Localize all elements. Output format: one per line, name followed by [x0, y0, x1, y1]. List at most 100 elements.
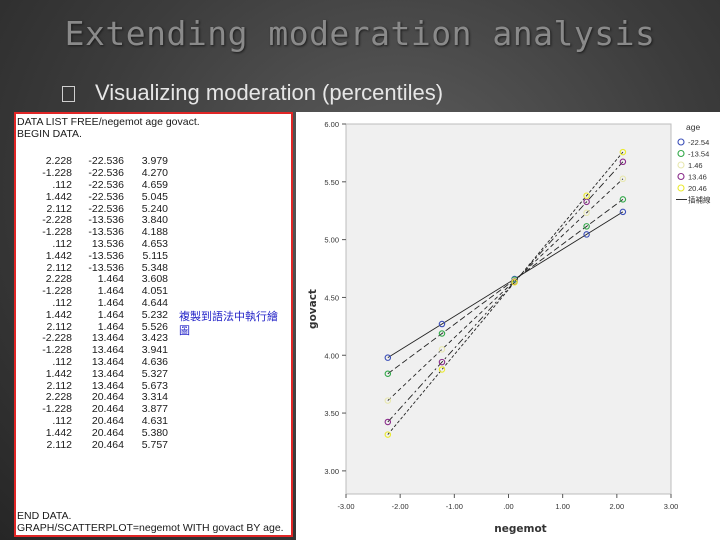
table-cell: .112 — [52, 178, 72, 191]
table-cell: 4.631 — [141, 414, 168, 427]
table-cell: 2.112 — [46, 438, 73, 451]
table-cell: 4.653 — [141, 237, 168, 250]
table-cell: -22.536 — [88, 190, 124, 203]
table-cell: 1.464 — [97, 273, 124, 286]
table-cell: 5.380 — [141, 426, 168, 439]
data-point — [384, 370, 392, 377]
table-row: -1.228 20.464 3.877 — [30, 404, 168, 416]
syntax-header: DATA LIST FREE/negemot age govact. BEGIN… — [17, 116, 200, 140]
data-point — [583, 223, 590, 230]
legend-entry: -13.54 — [688, 150, 709, 159]
table-cell: 1.464 — [97, 296, 124, 309]
table-row: .112 13.464 4.636 — [30, 357, 168, 369]
bullet-item: Visualizing moderation (percentiles) — [62, 80, 443, 106]
table-cell: 1.464 — [97, 308, 124, 321]
table-cell: 5.232 — [141, 308, 168, 321]
data-point — [438, 320, 446, 328]
table-row: -1.228 1.464 4.051 — [30, 286, 168, 298]
table-cell: -22.536 — [88, 178, 124, 191]
table-cell: 20.464 — [91, 438, 124, 451]
data-point — [619, 196, 627, 203]
table-cell: -2.228 — [42, 214, 72, 227]
legend-entry: -22.54 — [688, 138, 709, 147]
table-cell: 2.112 — [46, 320, 73, 333]
table-cell: -1.228 — [42, 403, 72, 416]
legend-marker-icon — [677, 138, 685, 146]
table-cell: -1.228 — [42, 167, 72, 180]
table-cell: -13.536 — [88, 249, 124, 262]
table-cell: 3.423 — [141, 332, 168, 345]
legend-entry: 1.46 — [688, 161, 703, 170]
table-cell: 1.464 — [97, 320, 124, 333]
table-cell: 5.673 — [141, 379, 168, 392]
table-row: -1.228 13.464 3.941 — [30, 345, 168, 357]
table-row: .112 20.464 4.631 — [30, 416, 168, 428]
table-cell: 4.636 — [141, 355, 168, 368]
x-tick-label: 1.00 — [555, 502, 570, 511]
table-cell: 1.442 — [45, 308, 72, 321]
table-cell: 5.526 — [141, 320, 168, 333]
syntax-footer-line-2: GRAPH/SCATTERPLOT=negemot WITH govact BY… — [17, 522, 284, 534]
table-row: 1.442 1.464 5.232 — [30, 309, 168, 321]
data-point — [438, 346, 446, 353]
data-point — [619, 158, 627, 166]
x-tick-label: -2.00 — [392, 502, 409, 511]
data-point — [583, 209, 590, 217]
y-tick-label: 5.00 — [324, 236, 339, 245]
bullet-marker-icon — [62, 86, 75, 103]
table-cell: 13.464 — [91, 355, 124, 368]
table-cell: -22.536 — [88, 155, 124, 168]
data-point — [583, 231, 590, 238]
data-point — [619, 175, 627, 183]
moderation-chart: 3.00 3.50 4.00 4.50 5.00 5.50 6.00 -3.00 -2.00 -1… — [307, 120, 711, 535]
table-cell: -1.228 — [42, 344, 72, 357]
table-row: 2.228 20.464 3.314 — [30, 392, 168, 404]
legend-marker-icon — [677, 161, 685, 169]
table-cell: -13.536 — [88, 226, 124, 239]
table-row: 1.442 -13.536 5.115 — [30, 250, 168, 262]
table-cell: 13.464 — [91, 332, 124, 345]
table-cell: .112 — [52, 296, 72, 309]
table-cell: 13.536 — [91, 237, 124, 250]
table-cell: 4.051 — [141, 285, 168, 298]
data-point — [438, 366, 446, 373]
chart-panel: 3.00 3.50 4.00 4.50 5.00 5.50 6.00 -3.00 -2.00 -1… — [296, 112, 720, 540]
table-cell: 5.327 — [141, 367, 168, 380]
legend-title: age — [686, 122, 700, 132]
plot-area — [345, 123, 672, 495]
data-point — [619, 148, 627, 156]
fit-line — [387, 151, 624, 435]
data-point — [438, 358, 446, 366]
table-cell: 3.608 — [141, 273, 168, 286]
table-cell: 1.442 — [45, 426, 72, 439]
table-cell: 4.270 — [141, 167, 168, 180]
syntax-header-line-1: DATA LIST FREE/negemot age govact. — [17, 116, 200, 128]
table-cell: 2.112 — [46, 202, 73, 215]
legend-entry: 13.46 — [688, 173, 707, 182]
table-cell: 5.115 — [142, 249, 169, 262]
table-cell: -22.536 — [88, 202, 124, 215]
table-cell: -13.536 — [88, 261, 124, 274]
table-cell: 5.348 — [141, 261, 168, 274]
table-cell: .112 — [52, 414, 72, 427]
table-cell: 1.464 — [97, 285, 124, 298]
table-cell: 1.442 — [45, 367, 72, 380]
x-axis-label: negemot — [494, 523, 546, 535]
table-cell: 13.464 — [91, 379, 124, 392]
table-row: 2.112 20.464 5.757 — [30, 438, 169, 451]
table-cell: 4.644 — [141, 296, 168, 309]
data-point — [511, 279, 518, 286]
table-cell: -22.536 — [88, 167, 124, 180]
x-tick-label: -3.00 — [337, 502, 354, 511]
table-row: 2.228 -22.536 3.979 — [30, 156, 168, 168]
data-point — [384, 397, 392, 404]
fit-line — [387, 178, 624, 401]
table-cell: 3.877 — [141, 403, 168, 416]
table-cell: .112 — [52, 237, 72, 250]
table-row: .112 -22.536 4.659 — [30, 180, 168, 192]
y-tick-label: 6.00 — [324, 120, 339, 129]
table-row: -1.228 -13.536 4.188 — [30, 227, 168, 239]
table-cell: 13.464 — [91, 344, 124, 357]
x-tick-label: .00 — [503, 502, 513, 511]
syntax-footer: END DATA. GRAPH/SCATTERPLOT=negemot WITH… — [17, 510, 284, 534]
